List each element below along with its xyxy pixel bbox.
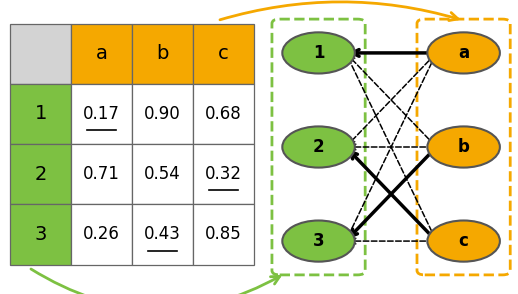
Text: c: c <box>218 44 229 63</box>
Text: a: a <box>96 44 108 63</box>
Bar <box>193 144 254 204</box>
Text: 0.17: 0.17 <box>83 105 120 123</box>
Circle shape <box>282 220 355 262</box>
Text: 1: 1 <box>35 104 47 123</box>
Text: 0.68: 0.68 <box>205 105 242 123</box>
Text: 2: 2 <box>313 138 324 156</box>
Circle shape <box>427 220 500 262</box>
Bar <box>10 84 71 144</box>
Text: b: b <box>458 138 469 156</box>
Text: 0.85: 0.85 <box>205 225 242 243</box>
Circle shape <box>427 126 500 168</box>
Text: 0.43: 0.43 <box>144 225 181 243</box>
Circle shape <box>282 32 355 74</box>
Bar <box>10 144 71 204</box>
Bar <box>71 144 132 204</box>
Text: 0.90: 0.90 <box>144 105 181 123</box>
Text: a: a <box>458 44 469 62</box>
Bar <box>71 24 132 84</box>
Text: 0.26: 0.26 <box>83 225 120 243</box>
Text: 0.54: 0.54 <box>144 165 181 183</box>
Bar <box>10 204 71 265</box>
Bar <box>193 84 254 144</box>
Text: 1: 1 <box>313 44 324 62</box>
Bar <box>193 24 254 84</box>
Text: 3: 3 <box>35 225 47 244</box>
Text: 3: 3 <box>313 232 324 250</box>
Bar <box>132 144 193 204</box>
Text: c: c <box>458 232 469 250</box>
Bar <box>193 204 254 265</box>
Circle shape <box>282 126 355 168</box>
Bar <box>132 204 193 265</box>
Text: 2: 2 <box>35 165 47 184</box>
Bar <box>132 24 193 84</box>
Text: b: b <box>156 44 169 63</box>
Bar <box>10 24 71 84</box>
Text: 0.32: 0.32 <box>205 165 242 183</box>
Circle shape <box>427 32 500 74</box>
Bar <box>71 84 132 144</box>
Text: 0.71: 0.71 <box>83 165 120 183</box>
Bar <box>71 204 132 265</box>
Bar <box>132 84 193 144</box>
